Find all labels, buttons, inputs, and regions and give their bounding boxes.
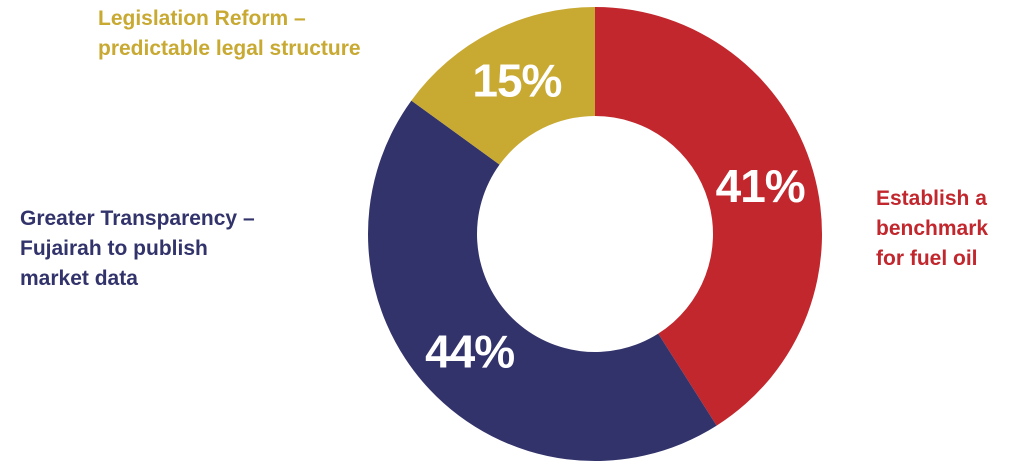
legend-line: benchmark <box>876 217 989 240</box>
legend-greater-transparency: Greater Transparency – Fujairah to publi… <box>20 204 255 294</box>
legend-line: Fujairah to publish <box>20 237 208 260</box>
legend-line: predictable legal structure <box>98 37 361 60</box>
legend-establish-benchmark: Establish a benchmark for fuel oil <box>876 184 988 274</box>
legend-line: Establish a <box>876 187 987 210</box>
legend-line: Legislation Reform – <box>98 7 306 30</box>
slice-value-labels: 41% 44% 15% <box>425 55 806 378</box>
slice-value-label: 44% <box>425 326 514 378</box>
slices-group <box>368 6 822 461</box>
slice-value-label: 15% <box>472 55 561 107</box>
slice-greater-transparency <box>368 100 717 461</box>
slice-legislation-reform <box>411 6 595 165</box>
legend-line: Greater Transparency – <box>20 207 255 230</box>
slice-value-label: 41% <box>716 160 805 212</box>
legend-line: for fuel oil <box>876 247 978 270</box>
legend-legislation-reform: Legislation Reform – predictable legal s… <box>98 4 361 64</box>
slice-establish-benchmark <box>595 7 822 426</box>
legend-line: market data <box>20 267 138 290</box>
